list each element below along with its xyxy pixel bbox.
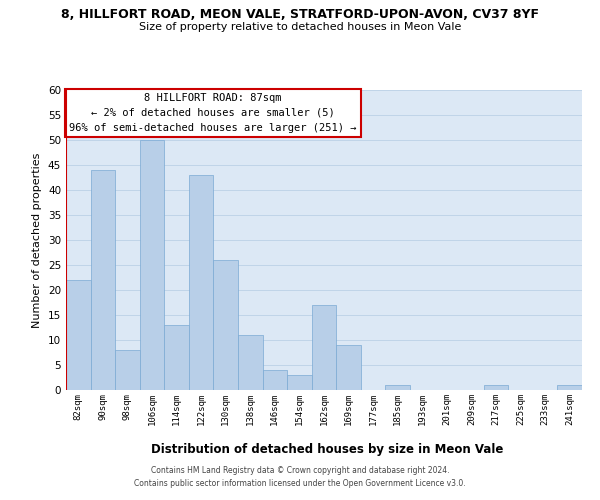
- Text: 8 HILLFORT ROAD: 87sqm
← 2% of detached houses are smaller (5)
96% of semi-detac: 8 HILLFORT ROAD: 87sqm ← 2% of detached …: [70, 93, 357, 132]
- Bar: [66, 280, 91, 390]
- Bar: [263, 370, 287, 390]
- Text: Distribution of detached houses by size in Meon Vale: Distribution of detached houses by size …: [151, 442, 503, 456]
- Text: Size of property relative to detached houses in Meon Vale: Size of property relative to detached ho…: [139, 22, 461, 32]
- Bar: [312, 305, 336, 390]
- Bar: [336, 345, 361, 390]
- Bar: [484, 385, 508, 390]
- Text: 8, HILLFORT ROAD, MEON VALE, STRATFORD-UPON-AVON, CV37 8YF: 8, HILLFORT ROAD, MEON VALE, STRATFORD-U…: [61, 8, 539, 20]
- Bar: [385, 385, 410, 390]
- Bar: [238, 335, 263, 390]
- Bar: [164, 325, 189, 390]
- Bar: [287, 375, 312, 390]
- Bar: [115, 350, 140, 390]
- Bar: [140, 140, 164, 390]
- Bar: [214, 260, 238, 390]
- Bar: [557, 385, 582, 390]
- Text: Contains HM Land Registry data © Crown copyright and database right 2024.
Contai: Contains HM Land Registry data © Crown c…: [134, 466, 466, 487]
- Bar: [91, 170, 115, 390]
- Bar: [189, 175, 214, 390]
- Y-axis label: Number of detached properties: Number of detached properties: [32, 152, 43, 328]
